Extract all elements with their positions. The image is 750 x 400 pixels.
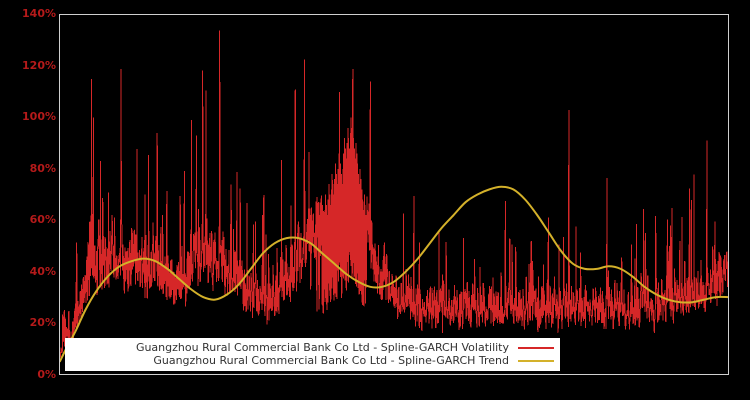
- chart-svg: [60, 30, 728, 363]
- y-axis-tick-120pct: 120%: [22, 58, 56, 72]
- y-axis-tick-labels: 0% 20% 40% 60% 80% 100% 120% 140%: [0, 0, 56, 400]
- y-axis-tick-100pct: 100%: [22, 110, 56, 124]
- plot-area: [59, 14, 729, 375]
- legend-label-trend: Guangzhou Rural Commercial Bank Co Ltd -…: [153, 354, 509, 367]
- y-axis-tick-40pct: 40%: [29, 264, 56, 278]
- y-axis-tick-60pct: 60%: [29, 213, 56, 227]
- y-axis-tick-140pct: 140%: [22, 7, 56, 20]
- volatility-series-path: [60, 30, 728, 358]
- y-axis-tick-80pct: 80%: [29, 161, 56, 175]
- chart-legend: Guangzhou Rural Commercial Bank Co Ltd -…: [65, 338, 560, 371]
- legend-swatch-trend: [518, 355, 554, 366]
- legend-item-volatility[interactable]: Guangzhou Rural Commercial Bank Co Ltd -…: [71, 341, 554, 354]
- trend-series-path: [60, 185, 728, 363]
- y-axis-tick-0pct: 0%: [37, 368, 56, 381]
- legend-label-volatility: Guangzhou Rural Commercial Bank Co Ltd -…: [135, 341, 509, 354]
- legend-item-trend[interactable]: Guangzhou Rural Commercial Bank Co Ltd -…: [71, 354, 554, 367]
- y-axis-tick-20pct: 20%: [29, 316, 56, 330]
- legend-swatch-volatility: [518, 342, 554, 353]
